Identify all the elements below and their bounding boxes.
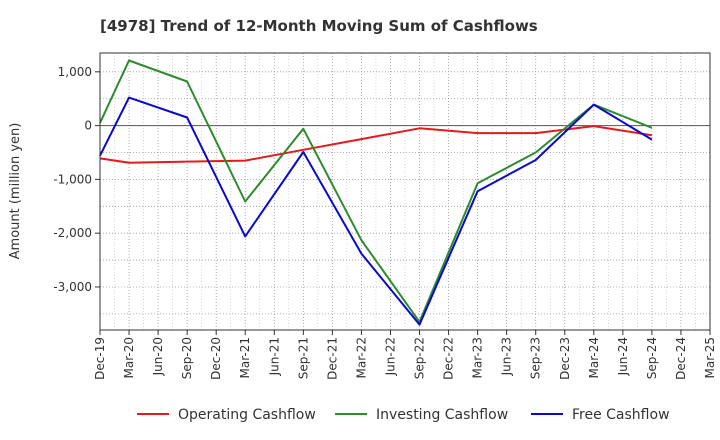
x-tick-label: Mar-21 [238, 337, 252, 378]
y-axis: 1,000 0 -1,000 -2,000 -3,000 [53, 65, 100, 294]
plot-frame [99, 52, 711, 331]
x-tick-label: Mar-25 [703, 337, 717, 378]
series-line-investing-cashflow [99, 59, 653, 323]
y-tick-label: 1,000 [58, 65, 92, 79]
legend-label: Investing Cashflow [376, 407, 508, 423]
x-tick-label: Sep-21 [296, 337, 310, 379]
chart-title: [4978] Trend of 12-Month Moving Sum of C… [100, 17, 538, 35]
series-line-operating-cashflow [99, 125, 653, 164]
y-tick-label: -1,000 [53, 172, 92, 186]
x-tick-label: Jun-22 [383, 337, 397, 376]
x-axis: Dec-19 Mar-20 Jun-20 Sep-20 Dec-20 Mar-21 Jun-… [93, 330, 717, 380]
y-tick-label: -3,000 [53, 280, 92, 294]
series-line-free-cashflow [99, 96, 653, 326]
x-tick-label: Dec-21 [325, 337, 339, 380]
x-tick-label: Dec-19 [93, 337, 107, 380]
grid [99, 53, 711, 330]
y-axis-label: Amount (million yen) [8, 123, 23, 260]
x-tick-label: Jun-23 [500, 337, 514, 376]
x-tick-label: Mar-23 [471, 337, 485, 378]
x-tick-label: Dec-23 [558, 337, 572, 380]
x-tick-label: Jun-21 [267, 337, 281, 376]
x-tick-label: Mar-20 [122, 337, 136, 378]
x-tick-label: Dec-20 [209, 337, 223, 380]
x-tick-label: Jun-24 [616, 337, 630, 376]
y-tick-label: 0 [84, 119, 92, 133]
x-tick-label: Sep-22 [413, 337, 427, 379]
legend-label: Operating Cashflow [178, 407, 316, 423]
x-tick-label: Jun-20 [151, 337, 165, 376]
y-tick-label: -2,000 [53, 226, 92, 240]
x-tick-label: Sep-20 [180, 337, 194, 379]
x-tick-label: Mar-22 [354, 337, 368, 378]
legend: Operating Cashflow Investing Cashflow Free… [137, 407, 670, 423]
series-lines [99, 59, 653, 326]
x-tick-label: Dec-22 [442, 337, 456, 380]
x-tick-label: Dec-24 [674, 337, 688, 380]
x-tick-label: Mar-24 [587, 337, 601, 378]
x-tick-label: Sep-23 [529, 337, 543, 379]
legend-label: Free Cashflow [572, 407, 670, 423]
x-tick-label: Sep-24 [645, 337, 659, 379]
